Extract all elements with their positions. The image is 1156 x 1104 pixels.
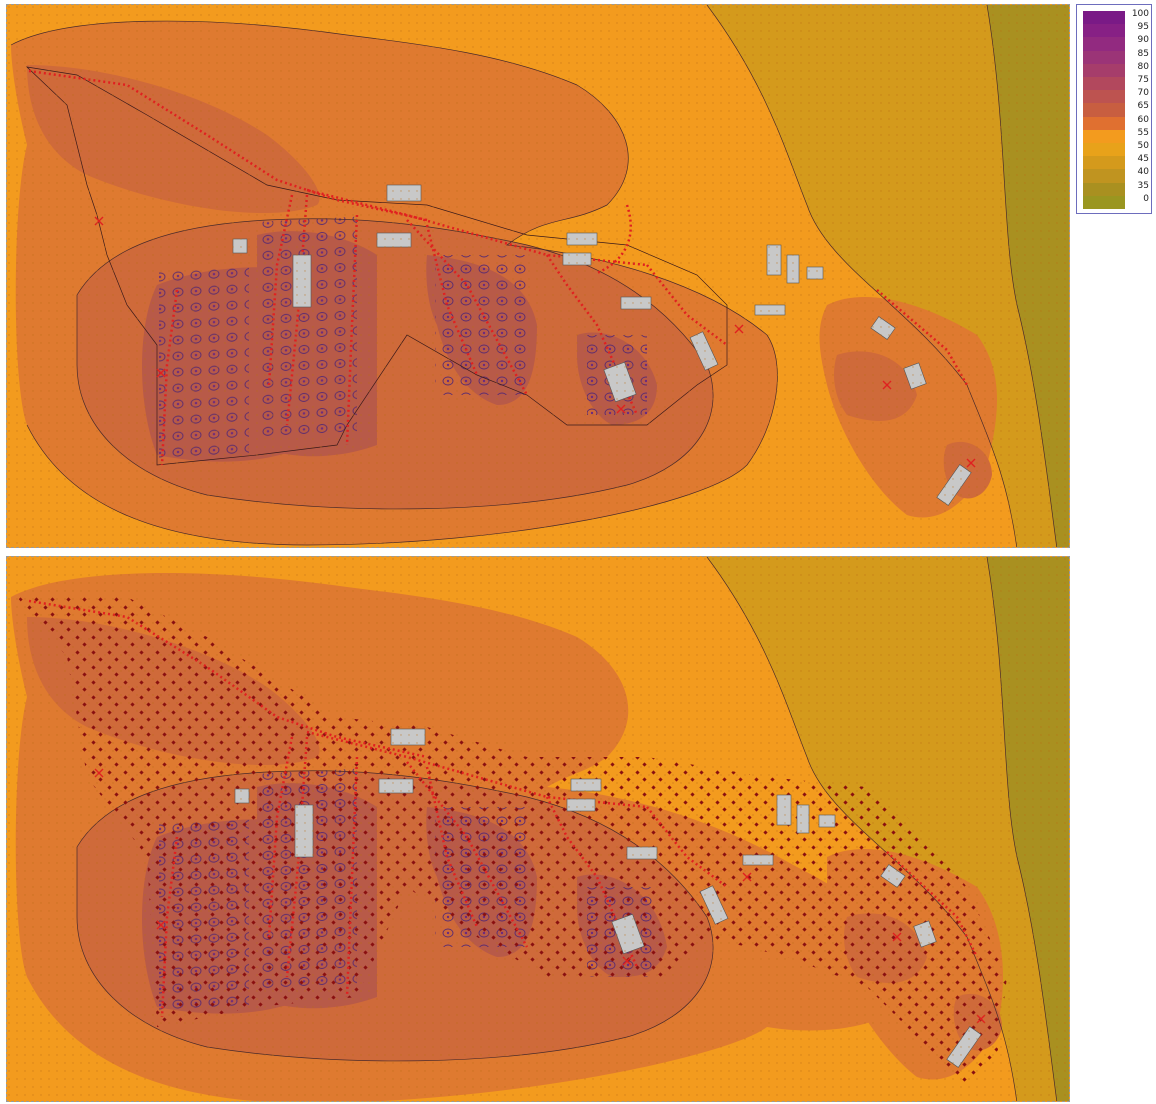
legend-swatch	[1083, 195, 1125, 209]
legend-entry-60: 60	[1083, 114, 1149, 130]
legend-entry-70: 70	[1083, 88, 1149, 104]
legend-swatch	[1083, 182, 1125, 196]
noise-map-bottom	[6, 556, 1070, 1102]
noise-contour-map-bottom	[7, 557, 1069, 1101]
legend-entry-95: 95	[1083, 22, 1149, 38]
legend-entry-75: 75	[1083, 75, 1149, 91]
legend-label: 80	[1137, 61, 1149, 72]
legend-swatch	[1083, 63, 1125, 77]
legend-entry-45: 45	[1083, 154, 1149, 170]
legend-swatch	[1083, 11, 1125, 25]
legend-label: 50	[1137, 141, 1149, 151]
legend-swatch	[1083, 37, 1125, 51]
legend-label: 100	[1131, 9, 1149, 19]
legend-label: 90	[1137, 35, 1149, 46]
legend-label: 65	[1137, 101, 1149, 112]
legend-label: 60	[1137, 114, 1149, 125]
legend-label: 55	[1137, 127, 1149, 138]
legend-entry-40: 40	[1083, 167, 1149, 183]
color-legend: 100 95 90 85 80 75 70 65 60 55 50 45 40 35 0	[1076, 4, 1152, 214]
legend-swatch	[1083, 169, 1125, 183]
legend-swatch	[1083, 90, 1125, 104]
legend-swatch	[1083, 129, 1125, 143]
legend-entry-90: 90	[1083, 35, 1149, 51]
legend-label: 85	[1137, 48, 1149, 59]
legend-swatch	[1083, 103, 1125, 117]
legend-label: 35	[1137, 180, 1149, 191]
noise-contour-map-top	[7, 5, 1069, 547]
legend-label: 0	[1143, 193, 1149, 204]
legend-swatch	[1083, 116, 1125, 130]
legend-swatch	[1083, 24, 1125, 38]
legend-swatch	[1083, 156, 1125, 170]
legend-entry-55: 55	[1083, 127, 1149, 143]
legend-label: 70	[1137, 88, 1149, 99]
legend-label: 45	[1137, 154, 1149, 165]
legend-entry-80: 80	[1083, 61, 1149, 77]
legend-swatch	[1083, 143, 1125, 157]
legend-entry-0: 0	[1083, 193, 1149, 209]
legend-entry-85: 85	[1083, 48, 1149, 64]
legend-swatch	[1083, 77, 1125, 91]
legend-entry-65: 65	[1083, 101, 1149, 117]
legend-label: 95	[1137, 22, 1149, 33]
legend-label: 40	[1137, 167, 1149, 178]
legend-label: 75	[1137, 75, 1149, 85]
noise-map-top	[6, 4, 1070, 548]
legend-entry-50: 50	[1083, 141, 1149, 157]
legend-entry-100: 100	[1083, 9, 1149, 25]
legend-swatch	[1083, 50, 1125, 64]
legend-entry-35: 35	[1083, 180, 1149, 196]
